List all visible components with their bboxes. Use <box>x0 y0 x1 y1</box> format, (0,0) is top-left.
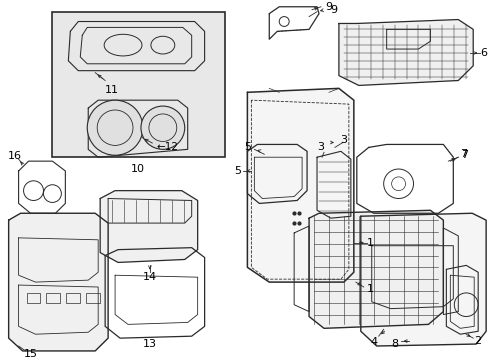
Text: ←12: ←12 <box>157 142 179 152</box>
Polygon shape <box>308 210 443 328</box>
Text: 7: 7 <box>459 149 466 159</box>
Bar <box>66 293 80 303</box>
Circle shape <box>141 106 184 149</box>
Text: 7: 7 <box>460 150 467 160</box>
Text: 9: 9 <box>330 5 337 15</box>
Text: 8: 8 <box>390 339 397 349</box>
Bar <box>86 293 100 303</box>
Text: 14: 14 <box>142 272 157 282</box>
Text: 3: 3 <box>317 142 324 152</box>
Text: 4: 4 <box>369 337 377 347</box>
Polygon shape <box>360 213 485 346</box>
Circle shape <box>87 100 142 155</box>
Text: 3: 3 <box>340 135 346 144</box>
Polygon shape <box>100 191 197 262</box>
Text: 2: 2 <box>474 336 481 346</box>
Text: 13: 13 <box>142 339 157 349</box>
Polygon shape <box>9 213 108 351</box>
Text: 1: 1 <box>366 284 373 294</box>
Text: 10: 10 <box>131 164 144 174</box>
Text: 1: 1 <box>366 238 373 248</box>
Text: 11: 11 <box>105 85 119 95</box>
Bar <box>46 293 60 303</box>
Text: 15: 15 <box>23 349 38 359</box>
Text: 9: 9 <box>325 2 332 12</box>
Bar <box>52 12 224 157</box>
Text: 5: 5 <box>233 166 241 176</box>
Bar <box>26 293 41 303</box>
Polygon shape <box>338 19 472 85</box>
Text: 16: 16 <box>8 151 21 161</box>
Polygon shape <box>247 88 353 282</box>
Polygon shape <box>68 22 204 71</box>
Text: 6: 6 <box>480 48 487 58</box>
Text: 5: 5 <box>244 142 250 152</box>
